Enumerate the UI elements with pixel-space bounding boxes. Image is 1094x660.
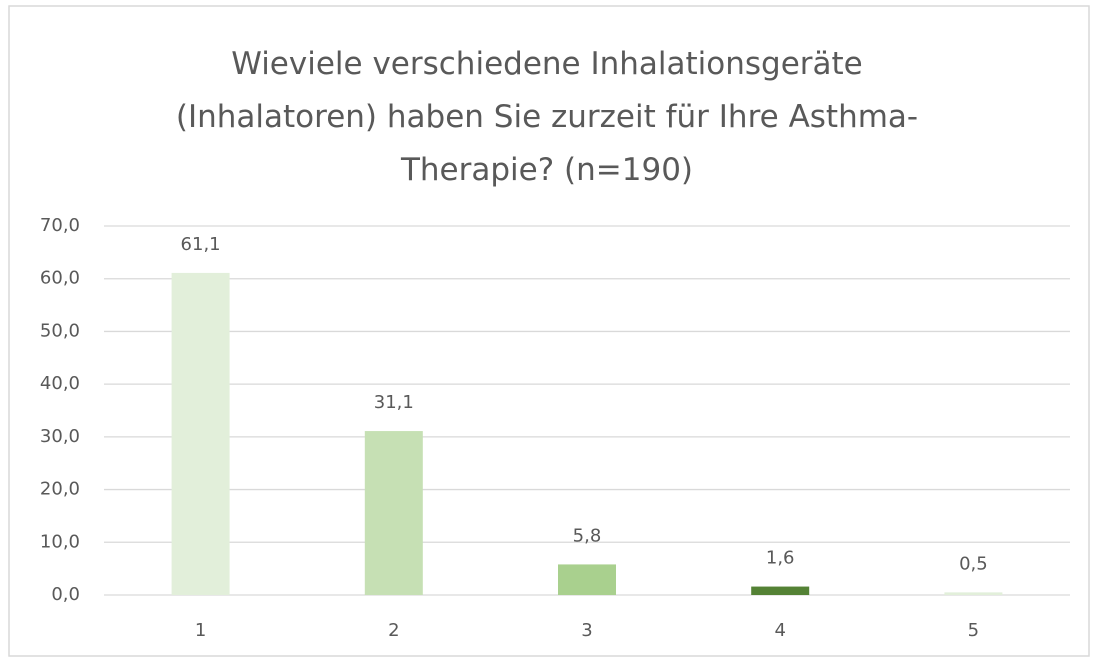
data-label: 31,1 bbox=[374, 392, 414, 413]
bar bbox=[364, 431, 423, 595]
y-tick-label: 60,0 bbox=[40, 268, 80, 289]
bar bbox=[751, 586, 810, 595]
y-tick-label: 30,0 bbox=[40, 426, 80, 447]
x-tick-label: 2 bbox=[388, 620, 399, 641]
bar bbox=[944, 592, 1003, 595]
x-tick-label: 4 bbox=[774, 620, 785, 641]
bar bbox=[558, 564, 616, 595]
y-tick-label: 50,0 bbox=[40, 320, 80, 341]
x-tick-label: 5 bbox=[968, 620, 979, 641]
chart-title: Wieviele verschiedene Inhalationsgeräte … bbox=[175, 46, 919, 188]
data-label: 0,5 bbox=[959, 553, 988, 574]
y-tick-label: 70,0 bbox=[40, 215, 80, 236]
data-label: 1,6 bbox=[766, 548, 795, 569]
x-tick-label: 1 bbox=[195, 620, 206, 641]
y-tick-label: 10,0 bbox=[40, 531, 80, 552]
bar bbox=[171, 272, 230, 595]
y-tick-label: 20,0 bbox=[40, 479, 80, 500]
y-tick-label: 0,0 bbox=[51, 584, 80, 605]
data-label: 5,8 bbox=[573, 525, 602, 546]
y-tick-label: 40,0 bbox=[40, 373, 80, 394]
data-label: 61,1 bbox=[181, 234, 221, 255]
x-tick-label: 3 bbox=[581, 620, 592, 641]
